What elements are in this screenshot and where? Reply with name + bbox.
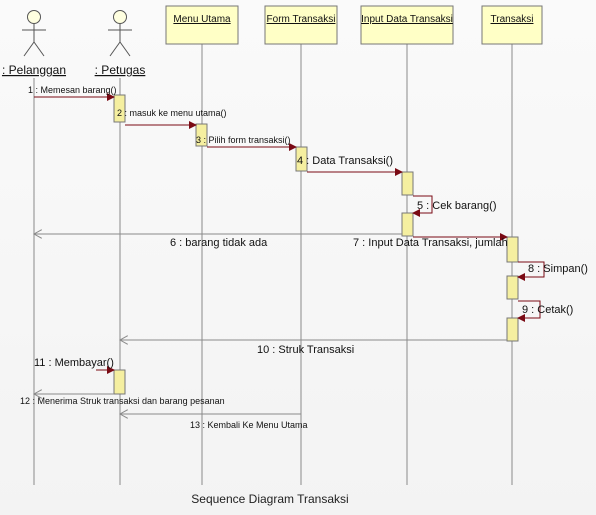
message-label-2: 2 : masuk ke menu utama() bbox=[117, 108, 227, 118]
activation-bar bbox=[506, 275, 519, 300]
object-label-form-transaksi: Form Transaksi bbox=[267, 14, 336, 25]
object-menu-utama: Menu Utama bbox=[165, 5, 239, 45]
activation-bars bbox=[113, 94, 519, 395]
message-label-12: 12 : Menerima Struk transaksi dan barang… bbox=[20, 396, 225, 406]
message-label-11: 11 : Membayar() bbox=[34, 357, 114, 369]
actor-head bbox=[113, 10, 127, 24]
message-arrow-9 bbox=[517, 300, 541, 322]
messages bbox=[34, 93, 545, 374]
message-label-3: 3 : Pilih form transaksi() bbox=[196, 135, 291, 145]
actor-label-pelanggan: : Pelanggan bbox=[2, 63, 66, 77]
actor-head bbox=[27, 10, 41, 24]
message-arrow-8 bbox=[517, 261, 545, 281]
message-arrow-5 bbox=[412, 195, 433, 217]
activation-bar bbox=[295, 146, 308, 172]
return-messages bbox=[34, 234, 507, 414]
object-input-data-transaksi: Input Data Transaksi bbox=[360, 5, 454, 45]
message-label-6: 6 : barang tidak ada bbox=[170, 237, 268, 249]
activation-bar bbox=[113, 369, 126, 395]
sequence-diagram: : Pelanggan : Petugas Menu Utama Form Tr… bbox=[2, 5, 588, 485]
message-label-4: 4 : Data Transaksi() bbox=[297, 155, 393, 167]
actor-label-petugas: : Petugas bbox=[95, 63, 146, 77]
message-label-13: 13 : Kembali Ke Menu Utama bbox=[190, 420, 308, 430]
actor-petugas bbox=[108, 10, 132, 57]
message-labels: 1 : Memesan barang() 2 : masuk ke menu u… bbox=[20, 85, 588, 430]
object-transaksi: Transaksi bbox=[481, 5, 543, 45]
message-label-5: 5 : Cek barang() bbox=[417, 200, 496, 212]
activation-bar bbox=[195, 123, 208, 147]
activation-bar bbox=[506, 317, 519, 342]
message-label-9: 9 : Cetak() bbox=[522, 304, 573, 316]
activation-bar bbox=[401, 212, 414, 237]
message-label-1: 1 : Memesan barang() bbox=[28, 85, 117, 95]
actor-pelanggan bbox=[22, 10, 46, 57]
activation-bar bbox=[113, 94, 126, 123]
object-label-transaksi: Transaksi bbox=[491, 14, 534, 25]
message-label-10: 10 : Struk Transaksi bbox=[257, 344, 354, 356]
object-label-input-data-transaksi: Input Data Transaksi bbox=[361, 14, 453, 25]
activation-bar bbox=[401, 171, 414, 196]
message-label-8: 8 : Simpan() bbox=[528, 263, 588, 275]
diagram-caption: Sequence Diagram Transaksi bbox=[191, 492, 349, 506]
message-label-7: 7 : Input Data Transaksi, jumlah bbox=[353, 237, 508, 249]
object-form-transaksi: Form Transaksi bbox=[264, 5, 338, 45]
activation-bar bbox=[506, 236, 519, 263]
lifelines bbox=[33, 44, 513, 485]
object-label-menu-utama: Menu Utama bbox=[173, 14, 231, 25]
